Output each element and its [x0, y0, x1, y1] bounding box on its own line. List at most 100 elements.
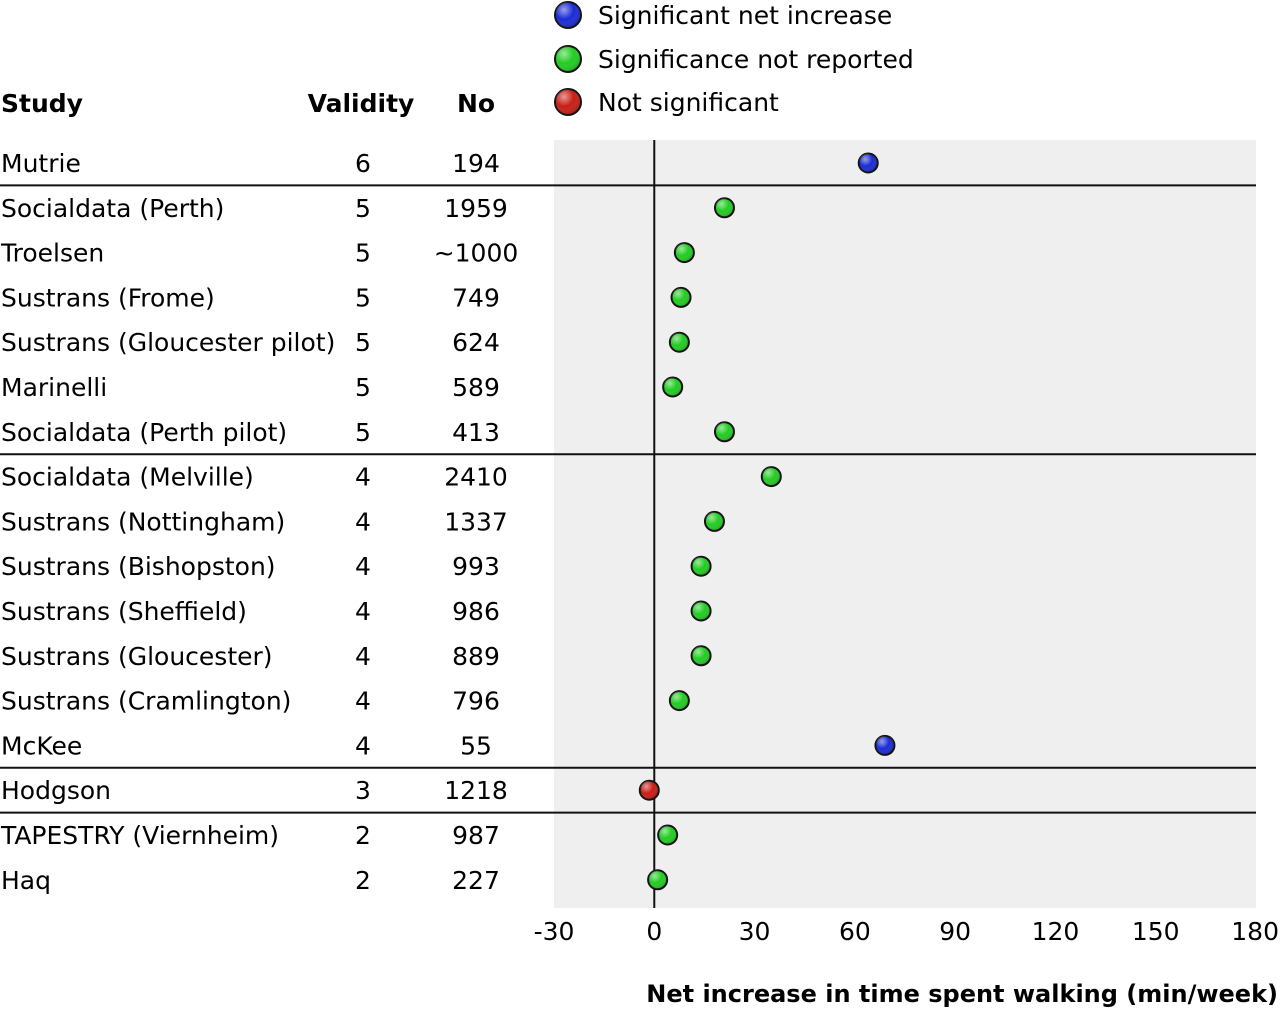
- study-name: Hodgson: [1, 776, 111, 805]
- sample-size: 993: [452, 552, 500, 581]
- data-point: [690, 645, 712, 667]
- data-point: [690, 555, 712, 577]
- data-point: [703, 510, 725, 532]
- x-tick-label: 30: [739, 917, 771, 946]
- validity-value: 5: [355, 239, 371, 268]
- study-name: TAPESTRY (Viernheim): [0, 821, 279, 850]
- x-axis-label: Net increase in time spent walking (min/…: [646, 980, 1278, 1008]
- validity-value: 2: [355, 821, 371, 850]
- x-tick-label: 150: [1132, 917, 1180, 946]
- data-point: [662, 376, 684, 398]
- table-row: Sustrans (Gloucester) 4 889: [1, 642, 500, 671]
- validity-value: 3: [355, 776, 371, 805]
- validity-value: 4: [355, 731, 371, 760]
- study-name: Sustrans (Frome): [1, 283, 215, 312]
- sample-size: 889: [452, 642, 500, 671]
- legend-item-not-reported: Significance not reported: [554, 45, 914, 74]
- sample-size: 1337: [444, 507, 508, 536]
- group-separators: [0, 184, 1256, 814]
- data-point: [668, 690, 690, 712]
- header-study: Study: [1, 89, 83, 118]
- table-row: Troelsen 5 ~1000: [0, 239, 518, 268]
- study-name: Sustrans (Cramlington): [1, 687, 291, 716]
- data-point: [690, 600, 712, 622]
- x-tick-label: 120: [1032, 917, 1080, 946]
- study-name: Marinelli: [1, 373, 107, 402]
- validity-value: 5: [355, 194, 371, 223]
- study-name: Socialdata (Melville): [1, 463, 254, 492]
- validity-value: 4: [355, 507, 371, 536]
- sample-size: 624: [452, 328, 500, 357]
- table-row: TAPESTRY (Viernheim) 2 987: [0, 821, 500, 850]
- study-name: Socialdata (Perth pilot): [1, 418, 287, 447]
- study-name: Sustrans (Nottingham): [1, 507, 285, 536]
- data-points: [638, 152, 896, 891]
- sample-size: 749: [452, 283, 500, 312]
- validity-value: 4: [355, 687, 371, 716]
- data-point: [670, 286, 692, 308]
- sample-size: 413: [452, 418, 500, 447]
- data-point: [713, 197, 735, 219]
- x-tick-label: 90: [939, 917, 971, 946]
- table-row: Sustrans (Gloucester pilot) 5 624: [1, 328, 500, 357]
- data-point: [857, 152, 879, 174]
- table-row: Hodgson 3 1218: [1, 776, 508, 805]
- x-tick-label: -30: [534, 917, 575, 946]
- sample-size: ~1000: [434, 239, 519, 268]
- legend-label: Not significant: [598, 88, 779, 117]
- sample-size: 589: [452, 373, 500, 402]
- study-name: McKee: [1, 731, 82, 760]
- x-tick-label: 0: [646, 917, 662, 946]
- legend-item-not-significant: Not significant: [554, 88, 779, 117]
- table-row: Sustrans (Frome) 5 749: [1, 283, 500, 312]
- table-row: Haq 2 227: [1, 866, 500, 895]
- data-point: [668, 331, 690, 353]
- header-validity: Validity: [308, 89, 415, 118]
- table-row: Sustrans (Sheffield) 4 986: [1, 597, 500, 626]
- validity-value: 4: [355, 597, 371, 626]
- table-row: Mutrie 6 194: [1, 149, 500, 178]
- validity-value: 4: [355, 552, 371, 581]
- study-name: Haq: [1, 866, 51, 895]
- table-row: Marinelli 5 589: [1, 373, 500, 402]
- data-point: [874, 734, 896, 756]
- sample-size: 987: [452, 821, 500, 850]
- legend-label: Significance not reported: [598, 45, 914, 74]
- data-point: [638, 779, 660, 801]
- sample-size: 2410: [444, 463, 508, 492]
- validity-value: 2: [355, 866, 371, 895]
- data-point: [673, 242, 695, 264]
- validity-value: 5: [355, 418, 371, 447]
- header-no: No: [457, 89, 495, 118]
- study-name: Mutrie: [1, 149, 81, 178]
- validity-value: 5: [355, 328, 371, 357]
- table-row: Sustrans (Bishopston) 4 993: [1, 552, 500, 581]
- table-row: Socialdata (Melville) 4 2410: [1, 463, 508, 492]
- study-name: Sustrans (Gloucester pilot): [1, 328, 335, 357]
- validity-value: 5: [355, 283, 371, 312]
- validity-value: 6: [355, 149, 371, 178]
- study-name: Sustrans (Bishopston): [1, 552, 276, 581]
- study-name: Sustrans (Sheffield): [1, 597, 247, 626]
- legend-label: Significant net increase: [598, 1, 892, 30]
- data-point: [713, 421, 735, 443]
- data-point: [657, 824, 679, 846]
- x-tick-label: 60: [839, 917, 871, 946]
- sample-size: 194: [452, 149, 500, 178]
- x-tick-label: 180: [1231, 917, 1279, 946]
- table-row: Socialdata (Perth pilot) 5 413: [1, 418, 500, 447]
- validity-value: 5: [355, 373, 371, 402]
- sample-size: 1959: [444, 194, 508, 223]
- sample-size: 796: [452, 687, 500, 716]
- table-row: McKee 4 55: [1, 731, 492, 760]
- table-rows: Mutrie 6 194 Socialdata (Perth) 5 1959 Troelse…: [0, 149, 518, 895]
- table-row: Socialdata (Perth) 5 1959: [1, 194, 508, 223]
- study-name: Socialdata (Perth): [1, 194, 224, 223]
- validity-value: 4: [355, 642, 371, 671]
- sample-size: 1218: [444, 776, 508, 805]
- data-point: [647, 869, 669, 891]
- sample-size: 986: [452, 597, 500, 626]
- data-point: [760, 466, 782, 488]
- x-axis-ticks: -30 0 30 60 90 120 150 180: [534, 917, 1279, 946]
